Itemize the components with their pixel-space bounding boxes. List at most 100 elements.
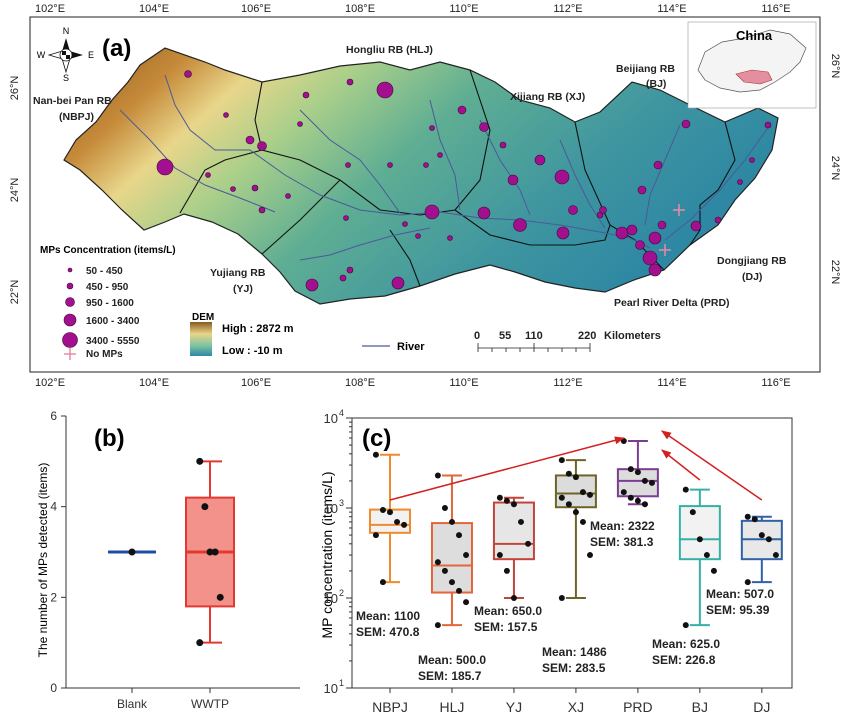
legend-item: 50 - 450 <box>86 266 123 277</box>
panel-b-chart: The number of MPs detected (items) (b) 0… <box>36 409 300 711</box>
lon-tick-bottom: 104°E <box>139 377 169 389</box>
panel-c-point <box>510 501 517 508</box>
lon-tick-top: 108°E <box>345 3 375 15</box>
sample-point <box>424 204 440 220</box>
panel-c-trend-arrow <box>389 436 625 501</box>
panel-c-xtick-label: YJ <box>506 699 522 715</box>
map-legend: MPs Concentration (items/L) 50 - 450 450… <box>40 245 425 360</box>
panel-c-point <box>641 501 648 508</box>
map-panel: 102°E 104°E 106°E 108°E 110°E 112°E 114°… <box>9 3 841 389</box>
sample-point <box>423 162 429 168</box>
sample-point <box>376 81 394 99</box>
sample-point <box>230 186 236 192</box>
panel-c-point <box>648 479 655 486</box>
panel-b-point <box>216 593 224 601</box>
scale-tick: 110 <box>525 330 543 342</box>
panel-c-trend-arrow <box>661 430 763 501</box>
panel-c-stat-mean: Mean: 507.0 <box>706 587 774 601</box>
lat-tick-left: 24°N <box>9 178 21 203</box>
compass-w: W <box>37 50 46 60</box>
label-xj: Xijiang RB (XJ) <box>510 91 585 103</box>
panel-c-point <box>620 489 627 496</box>
panel-b-xtick-label: WWTP <box>191 697 229 711</box>
panel-c-point <box>634 497 641 504</box>
legend-item: 450 - 950 <box>86 282 129 293</box>
no-mps-marker <box>673 204 685 216</box>
panel-c-ytick-exponent: 2 <box>339 588 344 598</box>
panel-c-point <box>565 470 572 477</box>
panel-b-ytick-label: 6 <box>50 409 57 423</box>
sample-point <box>391 276 405 290</box>
panel-c-point <box>401 521 408 528</box>
panel-c-point <box>751 516 758 523</box>
sample-point <box>764 121 772 129</box>
panel-c-point <box>744 513 751 520</box>
sample-point <box>749 157 755 163</box>
panel-c-trend-arrow <box>661 449 701 481</box>
lon-tick-top: 116°E <box>761 3 790 15</box>
panel-c-point <box>703 552 710 559</box>
panel-c-stat-sem: SEM: 185.7 <box>418 669 482 683</box>
sample-point <box>346 78 354 86</box>
panel-c-xtick-label: NBPJ <box>372 699 408 715</box>
panel-c-point <box>456 532 463 539</box>
panel-label-a: (a) <box>102 35 131 62</box>
lon-tick-top: 112°E <box>553 3 582 15</box>
panel-c-xtick-label: HLJ <box>440 699 465 715</box>
sample-point <box>714 216 722 224</box>
panel-c-stat-mean: Mean: 1100 <box>356 609 420 623</box>
label-dj-1: Dongjiang RB <box>717 255 787 267</box>
panel-c-point <box>441 505 448 511</box>
panel-c-point <box>772 552 779 559</box>
legend-marker-4 <box>63 313 77 327</box>
lon-tick-top: 110°E <box>449 3 478 15</box>
panel-c-stat-mean: Mean: 625.0 <box>652 637 720 651</box>
label-dj-2: (DJ) <box>742 271 762 283</box>
compass-rose-icon: N S W E <box>37 26 94 83</box>
sample-point <box>339 274 347 282</box>
panel-c-stat-mean: Mean: 650.0 <box>474 604 542 618</box>
panel-c-point <box>758 532 765 539</box>
panel-c-point <box>503 567 510 574</box>
sample-point <box>346 266 354 274</box>
panel-c-stat-sem: SEM: 157.5 <box>474 620 538 634</box>
panel-c-ytick-label: 10 <box>324 501 338 516</box>
panel-c-point <box>463 599 470 606</box>
sample-point <box>251 184 259 192</box>
legend-marker-1 <box>67 267 73 273</box>
lon-tick-bottom: 116°E <box>761 377 790 389</box>
panel-c-point <box>372 451 379 458</box>
river-network <box>119 74 771 261</box>
panel-c-point <box>394 518 401 525</box>
panel-c-point <box>503 497 510 504</box>
panel-c-point <box>496 552 503 559</box>
panel-c-point <box>627 494 634 501</box>
sample-point <box>415 233 421 239</box>
panel-c-point <box>463 552 470 559</box>
sample-point <box>568 205 578 215</box>
sample-point <box>556 226 570 240</box>
panel-c-stat-mean: Mean: 500.0 <box>418 653 486 667</box>
legend-title: MPs Concentration (items/L) <box>40 245 176 256</box>
panel-c-stat-mean: Mean: 2322 <box>590 519 655 533</box>
sample-point <box>737 179 743 185</box>
scale-unit: Kilometers <box>604 330 661 342</box>
panel-b-point <box>196 457 204 465</box>
panel-c-point <box>572 474 579 481</box>
basin-region <box>63 47 779 305</box>
panel-c-box <box>554 474 597 509</box>
lat-tick-left: 22°N <box>9 280 21 305</box>
sample-point <box>615 226 629 240</box>
sample-point <box>648 263 662 277</box>
lon-tick-bottom: 108°E <box>345 377 375 389</box>
lat-tick-right: 26°N <box>829 54 841 79</box>
panel-c-point <box>579 489 586 496</box>
sample-point <box>223 112 229 118</box>
panel-c-point <box>434 559 441 566</box>
panel-c-stat-sem: SEM: 226.8 <box>652 653 716 667</box>
panel-c-point <box>448 518 455 525</box>
scale-tick: 220 <box>578 330 596 342</box>
label-yj-1: Yujiang RB <box>210 267 266 279</box>
sample-point <box>457 105 467 115</box>
